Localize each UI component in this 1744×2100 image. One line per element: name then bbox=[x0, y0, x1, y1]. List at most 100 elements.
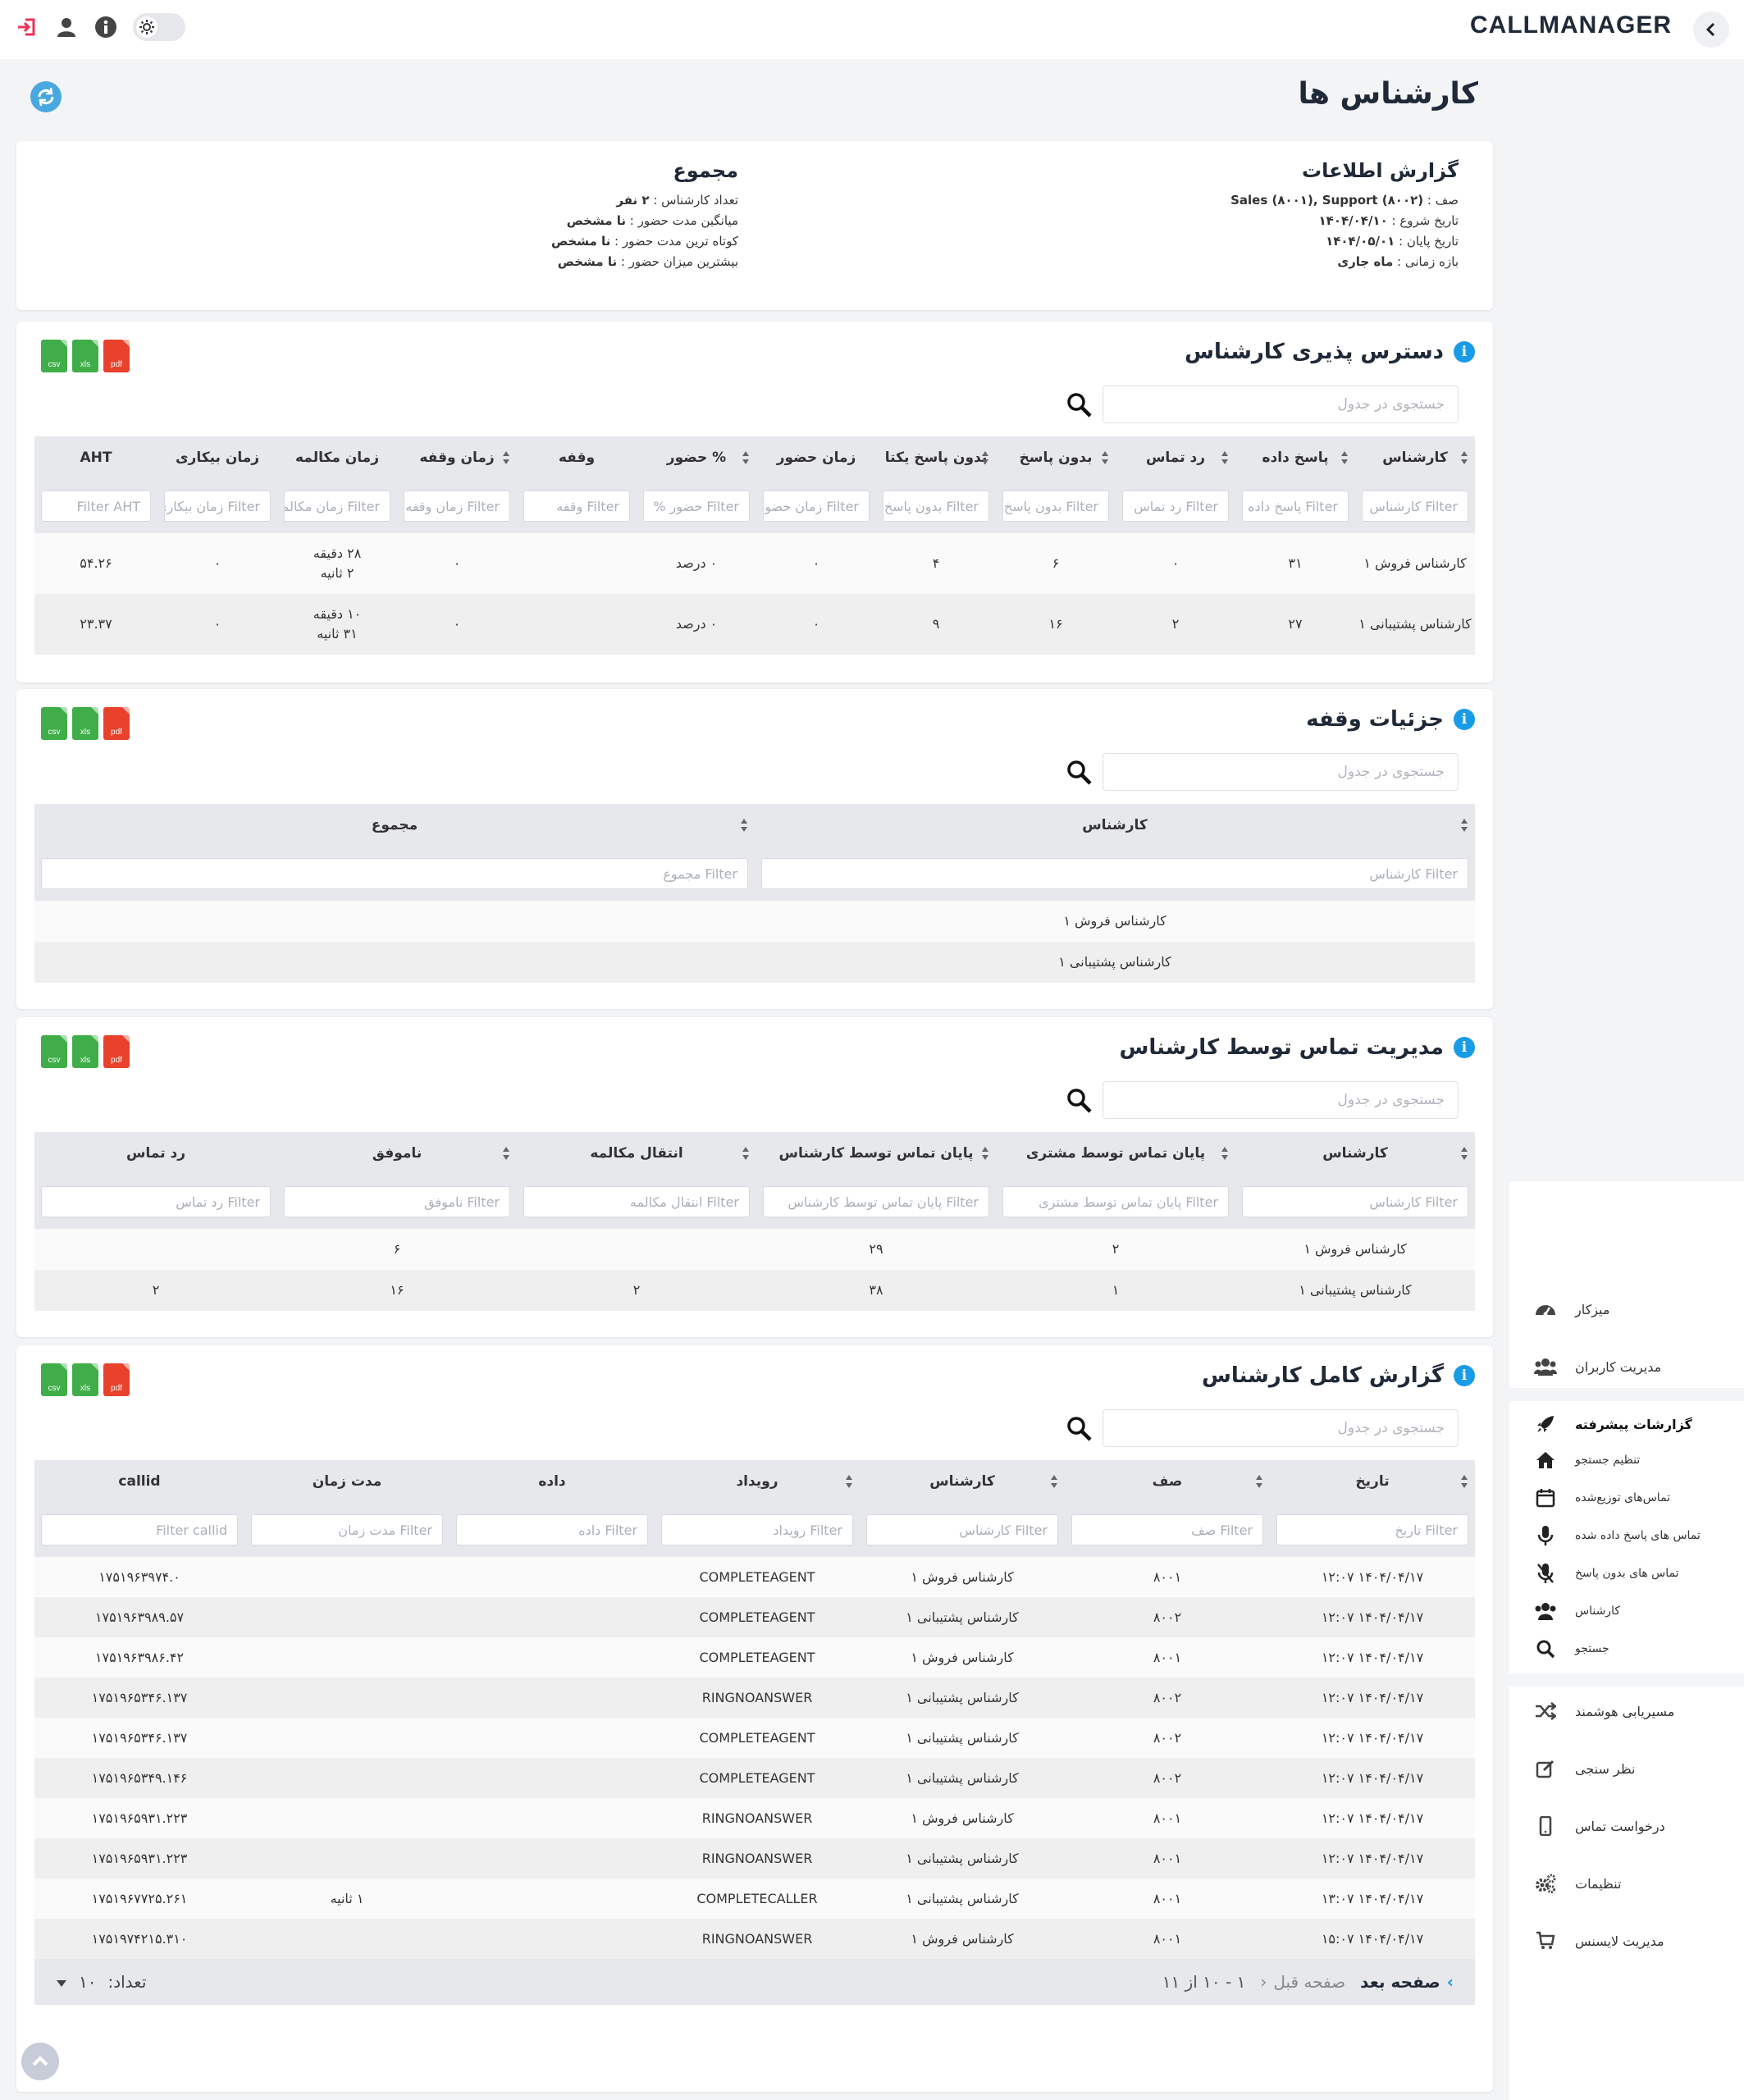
column-header[interactable]: کارشناس bbox=[860, 1460, 1065, 1503]
sidebar-item-dashboard[interactable]: میزکار bbox=[1534, 1293, 1731, 1326]
xls-file-icon[interactable]: xls bbox=[72, 1035, 98, 1068]
sort-icon[interactable] bbox=[742, 450, 750, 466]
column-header[interactable]: کارشناس bbox=[755, 804, 1475, 847]
table-row[interactable]: کارشناس پشتیبانی ۱ ۱ ۳۸ ۲ ۱۶ ۲ bbox=[34, 1270, 1475, 1311]
sort-icon[interactable] bbox=[1340, 450, 1349, 466]
sidebar-item-smart-routing[interactable]: مسیریابی هوشمند bbox=[1534, 1695, 1731, 1728]
column-header[interactable]: رد تماس bbox=[1116, 436, 1235, 479]
filter-input[interactable]: Filter پاسخ داده bbox=[1242, 491, 1349, 522]
column-header[interactable]: داده bbox=[450, 1460, 655, 1503]
column-header[interactable]: بدون پاسخ bbox=[996, 436, 1116, 479]
filter-input[interactable]: Filter زمان حضور bbox=[763, 491, 870, 522]
info-circle-icon[interactable]: i bbox=[1454, 341, 1475, 363]
column-header[interactable]: زمان مکالمه bbox=[277, 436, 397, 479]
sidebar-item-call-request[interactable]: درخواست تماس bbox=[1534, 1810, 1731, 1842]
column-header[interactable]: پایان تماس توسط مشتری bbox=[996, 1132, 1235, 1175]
filter-input[interactable]: Filter مجموع bbox=[41, 858, 748, 889]
column-header[interactable]: رویداد bbox=[655, 1460, 860, 1503]
filter-input[interactable]: Filter زمان بیکاری bbox=[164, 491, 271, 522]
filter-input[interactable]: Filter وقفه bbox=[523, 491, 630, 522]
logout-icon[interactable] bbox=[15, 15, 39, 39]
sort-icon[interactable] bbox=[1255, 1473, 1263, 1490]
filter-input[interactable]: Filter کارشناس bbox=[1362, 491, 1468, 522]
csv-file-icon[interactable]: csv bbox=[41, 1035, 67, 1068]
sort-icon[interactable] bbox=[1460, 817, 1468, 833]
filter-input[interactable]: Filter ناموفق bbox=[284, 1186, 510, 1217]
filter-input[interactable]: Filter callid bbox=[41, 1514, 238, 1545]
column-header[interactable]: بدون پاسخ یکتا bbox=[876, 436, 996, 479]
pdf-file-icon[interactable]: pdf bbox=[103, 340, 130, 372]
sort-icon[interactable] bbox=[845, 1473, 853, 1490]
table-row[interactable]: ۱۴۰۴/۰۴/۱۷ ۱۲:۰۷ ۸۰۰۲ کارشناس پشتیبانی ۱ RI… bbox=[34, 1678, 1475, 1718]
table-row[interactable]: کارشناس پشتیبانی ۱ bbox=[34, 942, 1475, 983]
sort-icon[interactable] bbox=[981, 450, 989, 466]
column-header[interactable]: صف bbox=[1065, 1460, 1270, 1503]
table-row[interactable]: ۱۴۰۴/۰۴/۱۷ ۱۵:۰۷ ۸۰۰۱ کارشناس فروش ۱ RINGNO… bbox=[34, 1919, 1475, 1959]
sort-icon[interactable] bbox=[1221, 1145, 1229, 1162]
info-circle-icon[interactable]: i bbox=[1454, 709, 1475, 730]
column-header[interactable]: کارشناس bbox=[1235, 1132, 1475, 1175]
table-row[interactable]: ۱۴۰۴/۰۴/۱۷ ۱۲:۰۷ ۸۰۰۱ کارشناس فروش ۱ COMPLE… bbox=[34, 1557, 1475, 1597]
prev-page-button[interactable]: صفحه قبل ‹ bbox=[1260, 1972, 1345, 1992]
column-header[interactable]: مجموع bbox=[34, 804, 755, 847]
xls-file-icon[interactable]: xls bbox=[72, 340, 98, 372]
filter-input[interactable]: Filter پایان تماس توسط مشتری bbox=[1002, 1186, 1229, 1217]
table-row[interactable]: کارشناس پشتیبانی ۱ ۲۷ ۲ ۱۶ ۹ ۰ ۰ درصد ۰ ۱۰ دقیقه… bbox=[34, 594, 1475, 655]
user-icon[interactable] bbox=[54, 15, 79, 39]
column-header[interactable]: زمان وقفه bbox=[397, 436, 517, 479]
sidebar-item-agents[interactable]: کارشناس bbox=[1534, 1595, 1731, 1628]
filter-input[interactable]: Filter حضور % bbox=[643, 491, 750, 522]
search-input[interactable]: جستجوی در جدول bbox=[1103, 386, 1459, 423]
sidebar-item-license[interactable]: مدیریت لایسنس bbox=[1534, 1924, 1731, 1957]
sort-icon[interactable] bbox=[740, 817, 748, 833]
refresh-icon[interactable] bbox=[30, 80, 62, 113]
column-header[interactable]: تاریخ bbox=[1270, 1460, 1475, 1503]
filter-input[interactable]: Filter زمان مکالمه bbox=[284, 491, 390, 522]
sidebar-item-search-settings[interactable]: تنظیم جستجو bbox=[1534, 1444, 1731, 1477]
sort-icon[interactable] bbox=[1221, 450, 1229, 466]
sidebar-item-advanced-reports[interactable]: گزارشات پیشرفته bbox=[1534, 1408, 1731, 1440]
sidebar-item-survey[interactable]: نظر سنجی bbox=[1534, 1752, 1731, 1785]
sort-icon[interactable] bbox=[981, 1145, 989, 1162]
table-row[interactable]: کارشناس فروش ۱ bbox=[34, 901, 1475, 942]
search-icon[interactable] bbox=[1065, 390, 1093, 418]
table-row[interactable]: ۱۴۰۴/۰۴/۱۷ ۱۲:۰۷ ۸۰۰۲ کارشناس پشتیبانی ۱ CO… bbox=[34, 1597, 1475, 1637]
sort-icon[interactable] bbox=[1050, 1473, 1058, 1490]
search-input[interactable]: جستجوی در جدول bbox=[1103, 1081, 1459, 1119]
info-circle-icon[interactable]: i bbox=[1454, 1365, 1475, 1386]
sidebar-item-users[interactable]: مدیریت کاربران bbox=[1534, 1350, 1731, 1383]
filter-input[interactable]: Filter مدت زمان bbox=[251, 1514, 443, 1545]
search-icon[interactable] bbox=[1065, 1086, 1093, 1114]
column-header[interactable]: رد تماس bbox=[34, 1132, 277, 1175]
info-icon[interactable] bbox=[94, 15, 118, 39]
filter-input[interactable]: Filter کارشناس bbox=[866, 1514, 1058, 1545]
filter-input[interactable]: Filter بدون پاسخ یکتا bbox=[883, 491, 989, 522]
column-header[interactable]: زمان حضور bbox=[756, 436, 876, 479]
search-icon[interactable] bbox=[1065, 758, 1093, 786]
csv-file-icon[interactable]: csv bbox=[41, 1363, 67, 1396]
column-header[interactable]: مدت زمان bbox=[244, 1460, 450, 1503]
theme-toggle[interactable] bbox=[133, 13, 185, 41]
search-input[interactable]: جستجوی در جدول bbox=[1103, 753, 1459, 791]
search-icon[interactable] bbox=[1065, 1414, 1093, 1442]
csv-file-icon[interactable]: csv bbox=[41, 340, 67, 372]
sort-icon[interactable] bbox=[1101, 450, 1109, 466]
filter-input[interactable]: Filter بدون پاسخ bbox=[1002, 491, 1109, 522]
scroll-top-button[interactable] bbox=[21, 2043, 59, 2080]
column-header[interactable]: کارشناس bbox=[1355, 436, 1475, 479]
sidebar-item-answered-calls[interactable]: تماس های پاسخ داده شده bbox=[1534, 1519, 1731, 1552]
column-header[interactable]: پایان تماس توسط کارشناس bbox=[756, 1132, 996, 1175]
filter-input[interactable]: Filter زمان وقفه bbox=[404, 491, 510, 522]
column-header[interactable]: callid bbox=[34, 1460, 244, 1503]
sidebar-item-distributed-calls[interactable]: تماس‌های توزیع‌شده bbox=[1534, 1481, 1731, 1514]
xls-file-icon[interactable]: xls bbox=[72, 707, 98, 740]
page-size-selector[interactable]: تعداد: ۱۰ bbox=[56, 1972, 146, 1992]
sort-icon[interactable] bbox=[1460, 1145, 1468, 1162]
sort-icon[interactable] bbox=[502, 1145, 510, 1162]
csv-file-icon[interactable]: csv bbox=[41, 707, 67, 740]
column-header[interactable]: زمان بیکاری bbox=[158, 436, 277, 479]
column-header[interactable]: ناموفق bbox=[277, 1132, 517, 1175]
filter-input[interactable]: Filter تاریخ bbox=[1276, 1514, 1468, 1545]
table-row[interactable]: ۱۴۰۴/۰۴/۱۷ ۱۲:۰۷ ۸۰۰۲ کارشناس پشتیبانی ۱ CO… bbox=[34, 1758, 1475, 1798]
pdf-file-icon[interactable]: pdf bbox=[103, 1363, 130, 1396]
